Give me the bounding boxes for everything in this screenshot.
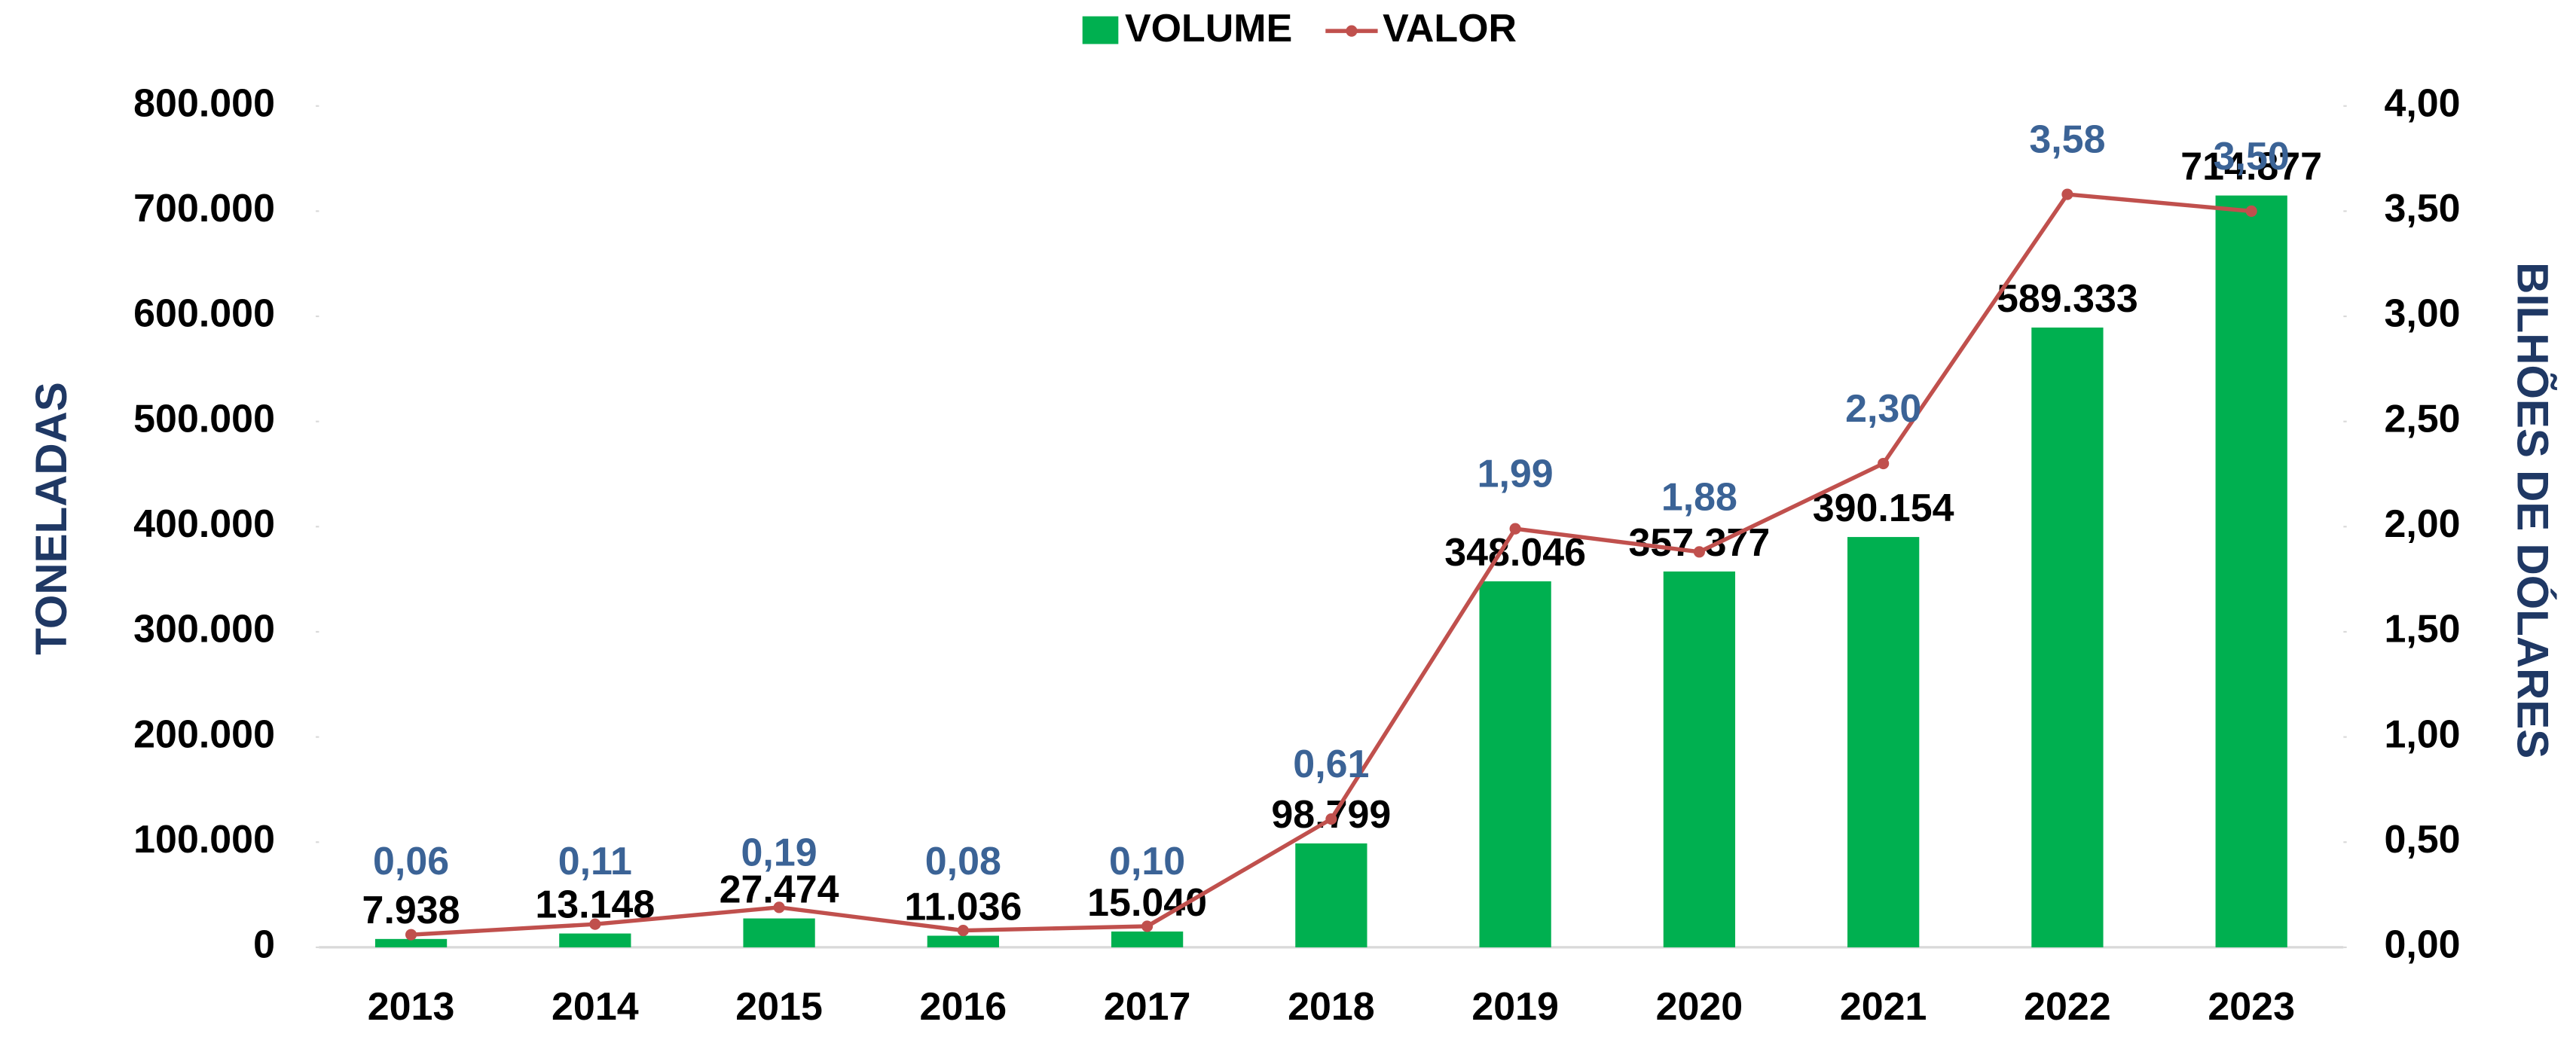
bar xyxy=(2215,195,2287,947)
line-point xyxy=(773,901,785,913)
x-tick-label: 2018 xyxy=(1288,985,1375,1029)
y2-tick-label: 0,50 xyxy=(2384,818,2460,862)
bar xyxy=(927,935,999,947)
x-tick-label: 2020 xyxy=(1656,985,1743,1029)
y-tick-label: 400.000 xyxy=(133,502,275,546)
line-value-label: 3,50 xyxy=(2214,135,2290,178)
x-tick-label: 2023 xyxy=(2208,985,2295,1029)
y2-tick-label: 2,50 xyxy=(2384,397,2460,441)
line-point xyxy=(1509,523,1521,535)
line-point xyxy=(2061,188,2073,200)
line-value-label: 1,88 xyxy=(1661,475,1737,519)
y-tick-label: 0 xyxy=(253,923,275,967)
bar xyxy=(374,938,448,947)
y-tick-label: 300.000 xyxy=(133,608,275,651)
bar-value-label: 390.154 xyxy=(1813,486,1954,530)
y2-tick-label: 2,00 xyxy=(2384,502,2460,546)
line-value-label: 0,06 xyxy=(373,840,449,883)
y-tick-label: 100.000 xyxy=(133,818,275,862)
line-value-label: 1,99 xyxy=(1477,453,1554,496)
bar-value-label: 348.046 xyxy=(1444,531,1586,575)
line-value-label: 0,08 xyxy=(925,840,1001,883)
y-tick-label: 700.000 xyxy=(133,187,275,230)
bar xyxy=(743,918,815,947)
line-point xyxy=(1325,813,1337,825)
y-tick-label: 600.000 xyxy=(133,292,275,336)
y-axis-label: TONELADAS xyxy=(27,382,76,655)
line-value-label: 0,19 xyxy=(741,831,817,874)
legend-marker xyxy=(1346,25,1358,37)
line-value-label: 2,30 xyxy=(1845,387,1921,431)
x-tick-label: 2014 xyxy=(552,985,639,1029)
y-tick-label: 200.000 xyxy=(133,712,275,756)
bar xyxy=(1663,571,1736,947)
x-tick-label: 2021 xyxy=(1840,985,1927,1029)
bar-value-label: 7.938 xyxy=(362,889,460,932)
y2-tick-label: 3,00 xyxy=(2384,292,2460,336)
y2-tick-label: 0,00 xyxy=(2384,923,2460,967)
legend-swatch xyxy=(1082,16,1119,44)
line-point xyxy=(957,924,969,937)
line-value-label: 3,58 xyxy=(2029,117,2105,161)
line-point xyxy=(589,918,601,930)
legend-label: VALOR xyxy=(1383,7,1517,50)
bar xyxy=(559,933,631,947)
x-tick-label: 2022 xyxy=(2024,985,2111,1029)
line-point xyxy=(1878,457,1890,470)
x-tick-label: 2017 xyxy=(1104,985,1191,1029)
line-point xyxy=(1693,546,1705,558)
x-tick-label: 2019 xyxy=(1471,985,1559,1029)
y2-tick-label: 3,50 xyxy=(2384,187,2460,230)
y-tick-label: 500.000 xyxy=(133,397,275,441)
bar-value-label: 589.333 xyxy=(1997,277,2138,321)
y2-axis-label: BILHÕES DE DÓLARES xyxy=(2508,262,2558,758)
y2-tick-label: 1,00 xyxy=(2384,712,2460,756)
line-value-label: 0,11 xyxy=(558,840,632,883)
bar xyxy=(1847,537,1920,947)
line-point xyxy=(1141,920,1154,932)
bar-value-label: 11.036 xyxy=(904,886,1022,929)
y-tick-label: 800.000 xyxy=(133,81,275,125)
bar xyxy=(1111,931,1184,947)
bar xyxy=(2031,327,2104,947)
bar xyxy=(1479,581,1551,947)
line-point xyxy=(2245,205,2257,217)
line-point xyxy=(405,929,417,941)
x-tick-label: 2015 xyxy=(735,985,823,1029)
line-value-label: 0,61 xyxy=(1293,743,1369,786)
bar xyxy=(1295,843,1367,947)
bar-value-label: 714.877 xyxy=(2180,145,2322,189)
x-tick-label: 2013 xyxy=(368,985,455,1029)
y2-tick-label: 1,50 xyxy=(2384,608,2460,651)
x-tick-label: 2016 xyxy=(920,985,1007,1029)
line-value-label: 0,10 xyxy=(1109,840,1185,883)
legend-label: VOLUME xyxy=(1125,7,1292,50)
y2-tick-label: 4,00 xyxy=(2384,81,2460,125)
